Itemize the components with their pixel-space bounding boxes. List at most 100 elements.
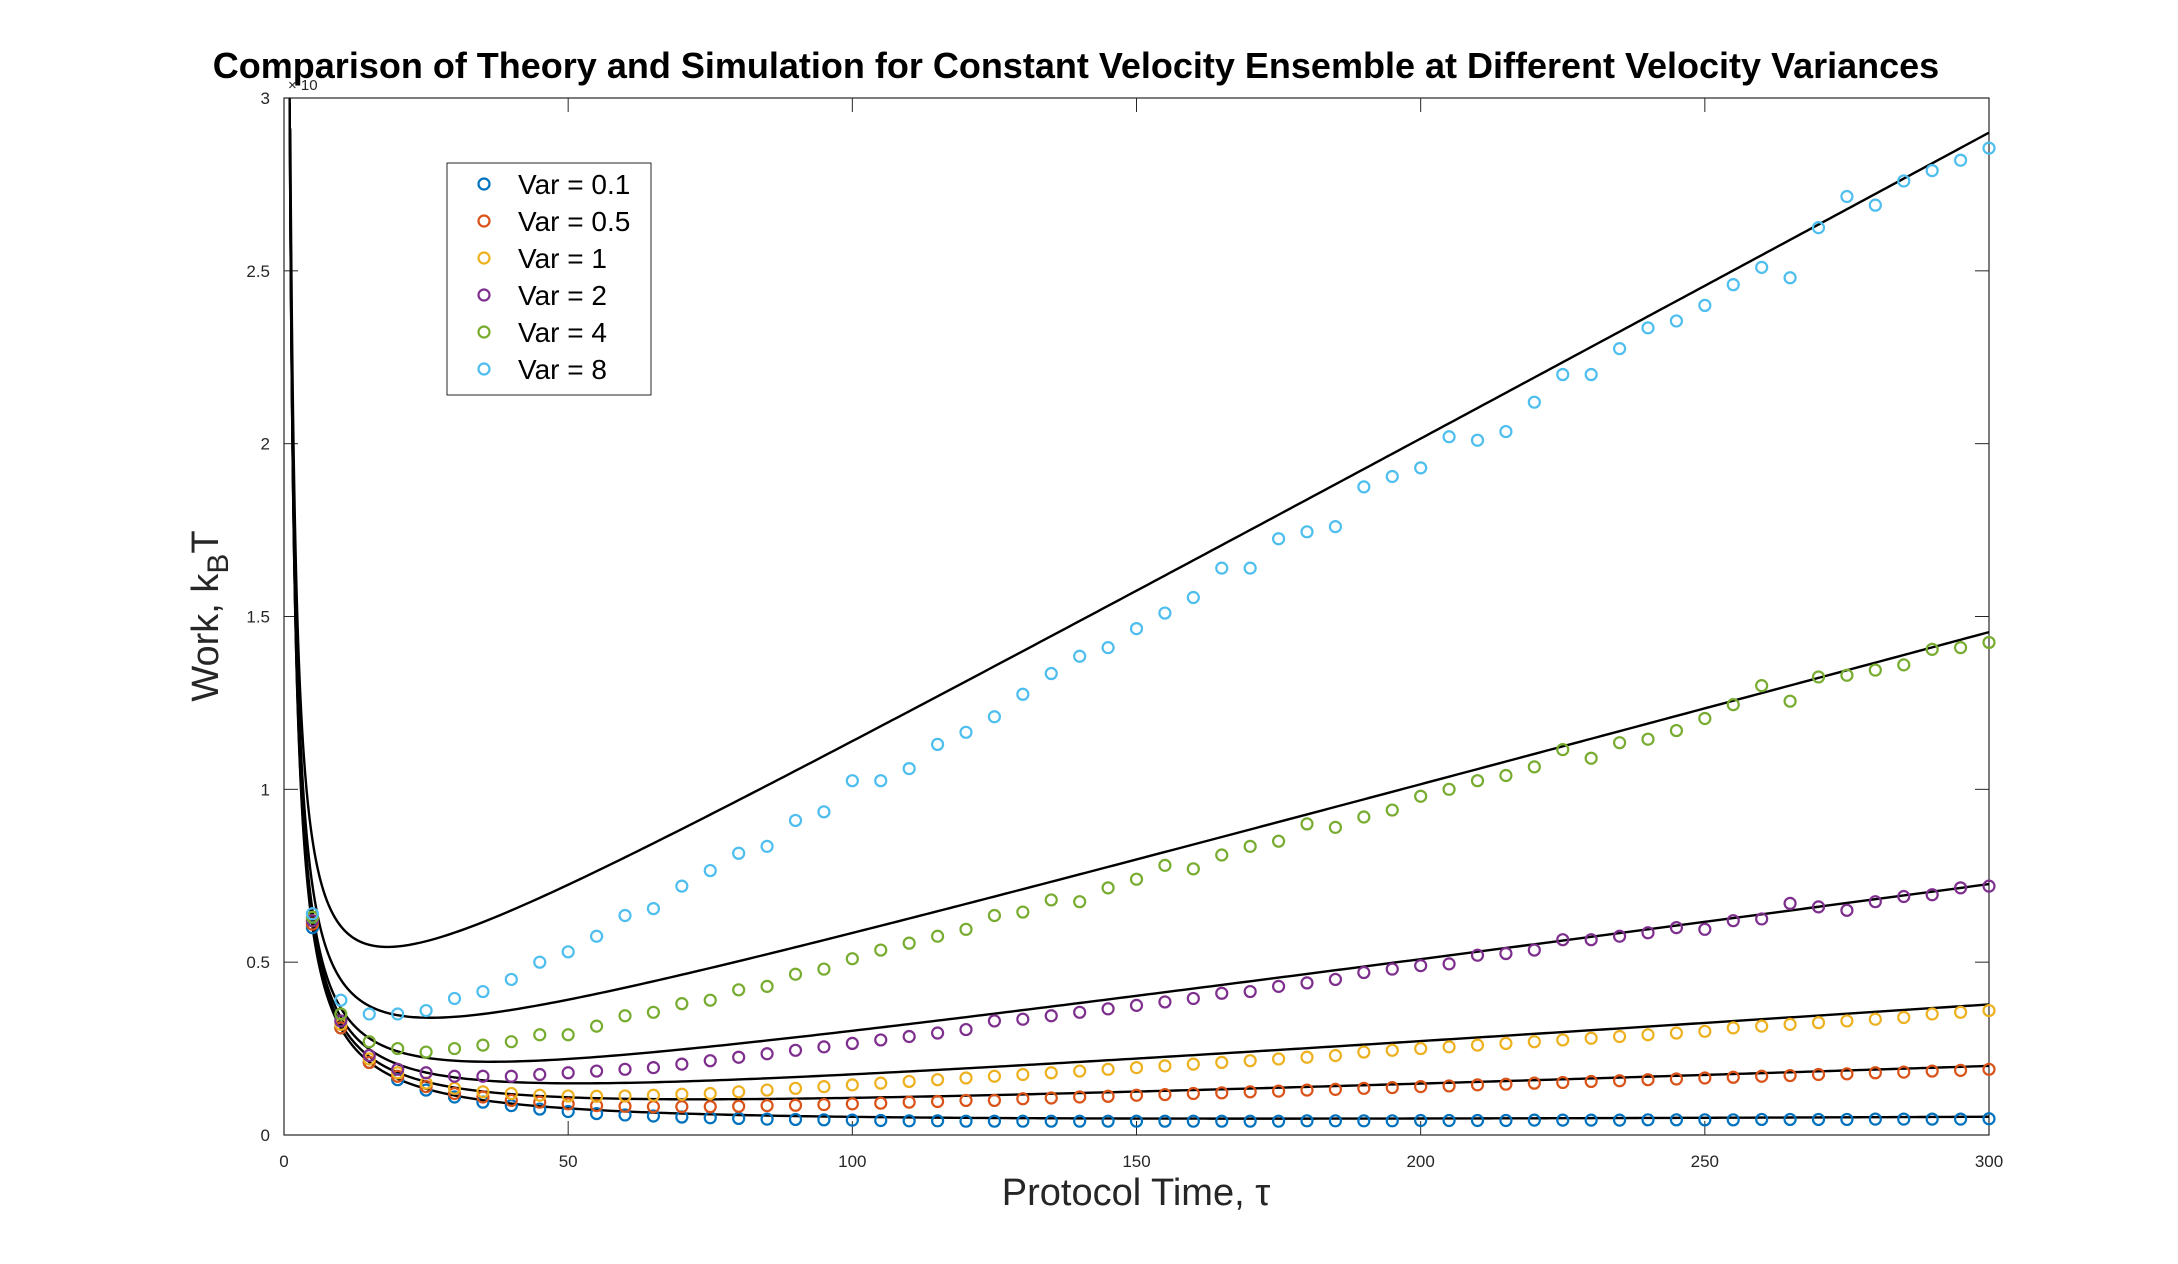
marker-s5-p23 — [959, 725, 973, 739]
marker-s5-p40 — [1442, 430, 1456, 444]
marker-s4-p40 — [1442, 782, 1456, 796]
marker-s1-p32 — [1215, 1086, 1229, 1100]
marker-s3-p8 — [533, 1067, 547, 1082]
marker-s3-p20 — [874, 1033, 888, 1047]
marker-s5-p32 — [1215, 561, 1229, 575]
marker-s2-p45 — [1584, 1031, 1598, 1045]
marker-s2-p36 — [1328, 1048, 1343, 1063]
marker-s0-p19 — [845, 1113, 859, 1127]
marker-s5-p53 — [1811, 221, 1826, 235]
marker-s3-p53 — [1811, 900, 1826, 914]
marker-s5-p9 — [561, 945, 575, 959]
marker-s4-p22 — [930, 929, 945, 943]
marker-s1-p37 — [1357, 1081, 1371, 1095]
marker-s4-p51 — [1755, 679, 1769, 693]
marker-s3-p45 — [1584, 933, 1598, 947]
marker-s4-p37 — [1357, 810, 1371, 824]
marker-s0-p24 — [987, 1114, 1002, 1128]
marker-s3-p19 — [845, 1036, 859, 1050]
marker-s4-p31 — [1186, 862, 1200, 876]
marker-s0-p9 — [561, 1104, 575, 1119]
marker-s0-p41 — [1470, 1113, 1485, 1128]
theory-line-1 — [288, 107, 1990, 1101]
marker-s1-p22 — [930, 1094, 945, 1109]
marker-s3-p59 — [1982, 879, 1996, 893]
marker-s0-p10 — [589, 1106, 604, 1121]
y-axis-label-main: Work, k — [185, 573, 227, 702]
marker-s3-p21 — [902, 1029, 916, 1044]
marker-s0-p18 — [817, 1113, 831, 1127]
marker-s4-p50 — [1726, 698, 1740, 712]
marker-s5-p54 — [1840, 189, 1854, 204]
marker-s5-p15 — [732, 846, 746, 860]
marker-s2-p34 — [1271, 1052, 1286, 1066]
marker-s5-p58 — [1953, 153, 1968, 167]
marker-s5-p44 — [1556, 367, 1570, 382]
marker-s5-p50 — [1726, 278, 1740, 292]
legend-label-1: Var = 0.5 — [518, 206, 630, 237]
marker-s5-p36 — [1328, 520, 1343, 534]
marker-s5-p27 — [1073, 649, 1087, 663]
marker-s0-p55 — [1868, 1112, 1882, 1126]
marker-s0-p42 — [1499, 1113, 1513, 1128]
marker-s2-p44 — [1556, 1033, 1570, 1047]
marker-s5-p11 — [618, 908, 632, 923]
marker-s2-p52 — [1783, 1017, 1797, 1031]
marker-s1-p5 — [447, 1086, 462, 1101]
marker-s1-p31 — [1186, 1086, 1200, 1101]
marker-s1-p17 — [788, 1098, 803, 1112]
marker-s0-p57 — [1925, 1112, 1939, 1126]
marker-s2-p23 — [959, 1071, 973, 1085]
marker-s1-p59 — [1982, 1062, 1996, 1076]
marker-s2-p41 — [1470, 1038, 1485, 1052]
marker-s3-p7 — [504, 1069, 518, 1083]
marker-s0-p50 — [1726, 1113, 1740, 1127]
marker-s3-p30 — [1158, 995, 1172, 1009]
marker-s3-p41 — [1470, 948, 1485, 962]
marker-s3-p12 — [646, 1060, 661, 1075]
marker-s2-p17 — [788, 1081, 803, 1095]
marker-s3-p6 — [476, 1069, 490, 1083]
x-tick-label-2: 100 — [838, 1152, 866, 1171]
y-tick-label-5: 2.5 — [246, 262, 270, 281]
marker-s4-p44 — [1556, 742, 1570, 757]
marker-s5-p0 — [305, 907, 320, 921]
marker-s4-p55 — [1868, 663, 1882, 677]
marker-s2-p49 — [1698, 1024, 1712, 1038]
marker-s1-p7 — [504, 1093, 518, 1108]
marker-s4-p16 — [760, 979, 774, 993]
marker-s3-p23 — [959, 1022, 973, 1037]
marker-s5-p2 — [362, 1007, 376, 1021]
marker-s1-p56 — [1897, 1065, 1911, 1079]
marker-s0-p20 — [874, 1113, 888, 1128]
marker-s3-p31 — [1186, 991, 1200, 1006]
marker-s3-p1 — [334, 1014, 348, 1028]
marker-s4-p54 — [1840, 668, 1854, 682]
legend-marker-2 — [477, 251, 491, 265]
marker-s1-p38 — [1385, 1081, 1399, 1095]
marker-s1-p21 — [902, 1095, 916, 1109]
marker-s5-p55 — [1868, 198, 1882, 212]
marker-s1-p50 — [1726, 1070, 1740, 1084]
legend-marker-1 — [477, 214, 491, 228]
marker-s0-p35 — [1300, 1114, 1314, 1128]
marker-s1-p29 — [1129, 1088, 1144, 1102]
marker-s2-p21 — [902, 1074, 916, 1089]
marker-s1-p10 — [589, 1099, 604, 1113]
marker-s0-p22 — [930, 1114, 945, 1128]
marker-s2-p28 — [1101, 1062, 1115, 1076]
marker-s0-p28 — [1101, 1114, 1115, 1128]
marker-s4-p29 — [1129, 872, 1144, 886]
marker-s4-p26 — [1044, 893, 1058, 907]
marker-s4-p14 — [703, 993, 717, 1007]
marker-s1-p40 — [1442, 1079, 1456, 1093]
marker-s3-p32 — [1215, 986, 1229, 1000]
marker-s1-p53 — [1811, 1067, 1826, 1082]
marker-s2-p39 — [1414, 1041, 1428, 1056]
marker-s2-p50 — [1726, 1021, 1740, 1035]
y-tick-label-3: 1.5 — [246, 608, 270, 627]
marker-s4-p38 — [1385, 803, 1399, 817]
marker-s2-p15 — [732, 1085, 746, 1099]
marker-s5-p7 — [504, 972, 518, 987]
marker-s4-p49 — [1698, 711, 1712, 726]
